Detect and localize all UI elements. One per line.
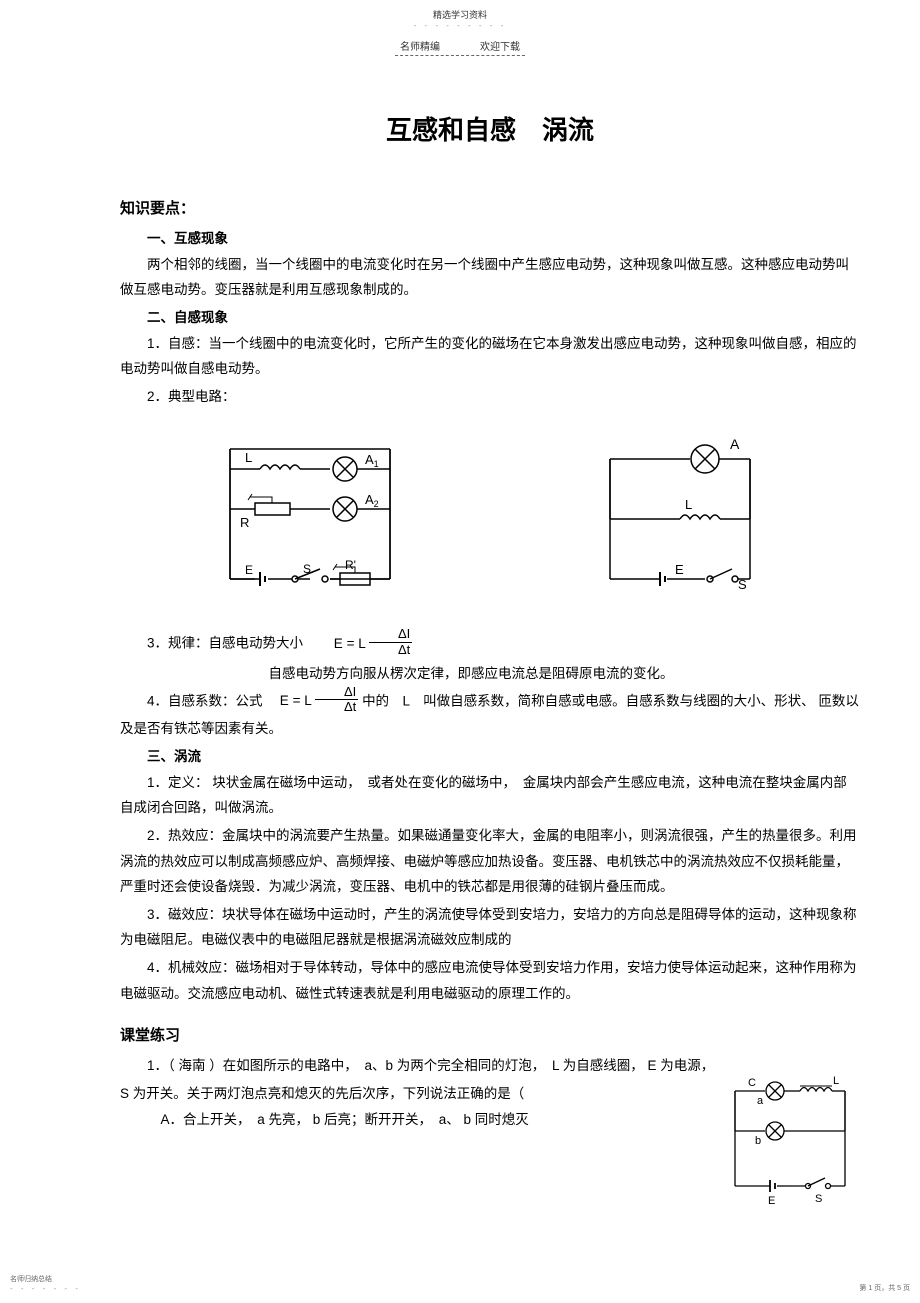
circuit-diagram-3: C a L b E S bbox=[720, 1076, 860, 1206]
page-title: 互感和自感 涡流 bbox=[120, 110, 860, 147]
c1-S: S bbox=[303, 562, 311, 576]
content: 互感和自感 涡流 知识要点： 一、互感现象 两个相邻的线圈，当一个线圈中的电流变… bbox=[120, 110, 860, 1206]
sec2-1: 1．自感：当一个线圈中的电流变化时，它所产生的变化的磁场在它本身激发出感应电动势… bbox=[120, 331, 860, 382]
sec3-3: 3．磁效应：块状导体在磁场中运动时，产生的涡流使导体受到安培力，安培力的方向总是… bbox=[120, 902, 860, 953]
banner-dots: - - - - - - - - - bbox=[414, 21, 507, 30]
c2-A: A bbox=[730, 436, 740, 452]
f2-E: E bbox=[280, 693, 289, 708]
sec1-head: 一、互感现象 bbox=[120, 226, 860, 252]
footer-left-dots: - - - - - - - bbox=[10, 1284, 81, 1293]
c3-E: E bbox=[768, 1195, 775, 1206]
c2-E: E bbox=[675, 562, 684, 577]
sec2-3: 3．规律：自感电动势大小 E = L ΔIΔt bbox=[120, 629, 860, 659]
f2-eq: = bbox=[293, 693, 301, 708]
c1-A1: A bbox=[365, 452, 374, 467]
header-line: 名师精编 欢迎下载 bbox=[395, 38, 525, 56]
svg-text:A2: A2 bbox=[365, 492, 379, 509]
c1-Rp: R' bbox=[345, 558, 356, 572]
f-dI: ΔI bbox=[369, 627, 412, 642]
f-L: L bbox=[358, 636, 365, 651]
f-E: E bbox=[334, 636, 343, 651]
c1-L: L bbox=[245, 450, 252, 465]
circuit-diagram-1: L A1 R A2 E S R' bbox=[200, 429, 420, 609]
sec3-4: 4．机械效应：磁场相对于导体转动，导体中的感应电流使导体受到安培力作用，安培力使… bbox=[120, 955, 860, 1006]
sec2-3-post: 自感电动势方向服从楞次定律，即感应电流总是阻碍原电流的变化。 bbox=[120, 661, 860, 687]
knowledge-heading: 知识要点： bbox=[120, 197, 860, 218]
c1-R: R bbox=[240, 515, 249, 530]
practice-heading: 课堂练习 bbox=[120, 1024, 860, 1045]
sec2-head: 二、自感现象 bbox=[120, 305, 860, 331]
sec2-4-pre: 4．自感系数：公式 bbox=[147, 693, 276, 708]
c3-b: b bbox=[755, 1135, 761, 1147]
circuit-diagram-2: A L E S bbox=[580, 429, 780, 609]
f2-L: L bbox=[304, 693, 311, 708]
footer-left: 名师归纳总结 - - - - - - - bbox=[10, 1274, 81, 1293]
c3-C: C bbox=[748, 1077, 756, 1089]
footer-left-text: 名师归纳总结 bbox=[10, 1274, 81, 1284]
sec3-1: 1．定义： 块状金属在磁场中运动， 或者处在变化的磁场中， 金属块内部会产生感应… bbox=[120, 770, 860, 821]
sec1-body: 两个相邻的线圈，当一个线圈中的电流变化时在另一个线圈中产生感应电动势，这种现象叫… bbox=[120, 252, 860, 303]
f-eq: = bbox=[347, 636, 355, 651]
sec2-4: 4．自感系数：公式 E = L ΔIΔt 中的 L 叫做自感系数，简称自感或电感… bbox=[120, 687, 860, 742]
c3-S: S bbox=[815, 1193, 822, 1205]
c2-L: L bbox=[685, 497, 692, 512]
sec2-3-pre: 3．规律：自感电动势大小 bbox=[147, 636, 330, 651]
banner-text: 精选学习资料 bbox=[414, 8, 507, 21]
sec2-2: 2．典型电路： bbox=[120, 384, 860, 410]
top-banner: 精选学习资料 - - - - - - - - - bbox=[414, 8, 507, 30]
c1-A2: A bbox=[365, 492, 374, 507]
f2-dI: ΔI bbox=[315, 685, 358, 700]
c3-L: L bbox=[833, 1076, 839, 1087]
f2-dt: Δt bbox=[315, 700, 358, 714]
c1-E: E bbox=[245, 563, 253, 577]
circuit-diagrams: L A1 R A2 E S R' bbox=[120, 429, 860, 609]
footer-right: 第 1 页，共 5 页 bbox=[859, 1283, 910, 1293]
header-left: 名师精编 bbox=[400, 38, 440, 53]
c2-S: S bbox=[738, 577, 747, 592]
header-right: 欢迎下载 bbox=[480, 38, 520, 53]
sec3-2: 2．热效应：金属块中的涡流要产生热量。如果磁通量变化率大，金属的电阻率小，则涡流… bbox=[120, 823, 860, 900]
f-dt: Δt bbox=[369, 643, 412, 657]
c3-a: a bbox=[757, 1095, 764, 1107]
c1-A2s: 2 bbox=[374, 499, 379, 509]
c1-A1s: 1 bbox=[374, 459, 379, 469]
svg-text:A1: A1 bbox=[365, 452, 379, 469]
sec3-head: 三、涡流 bbox=[120, 744, 860, 770]
